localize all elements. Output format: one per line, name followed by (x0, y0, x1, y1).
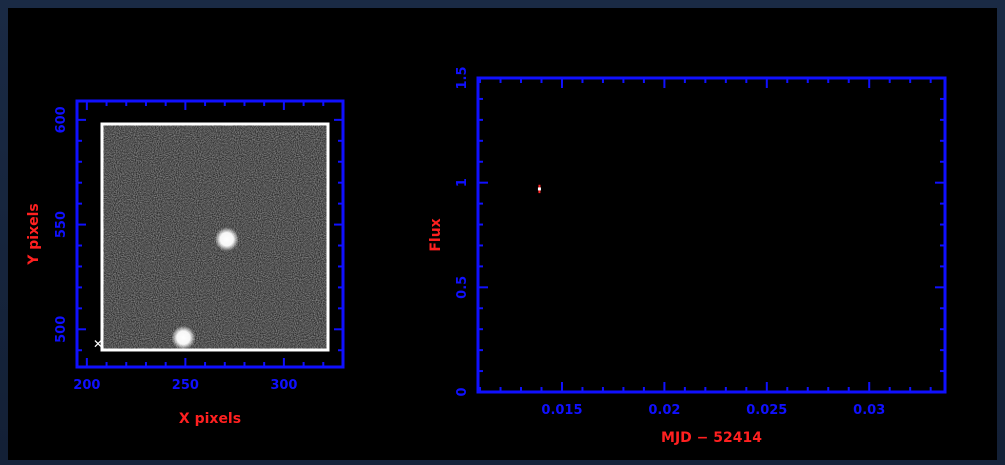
x-tick-label: 0.03 (853, 403, 885, 418)
y-tick-label: 550 (54, 211, 69, 238)
light-curve-y-label: Flux (428, 218, 444, 251)
plot-window: 200 250 300 500 550 600 X pixels Y pixels ✕ 0… (8, 8, 997, 460)
image-plot-y-label: Y pixels (26, 203, 42, 266)
light-curve-plot: 0.015 0.02 0.025 0.03 0 0.5 1 1.5 MJD − 52414 F… (428, 66, 947, 446)
data-point (537, 187, 541, 191)
image-stars (171, 227, 239, 350)
image-border (100, 122, 330, 352)
light-curve-points (537, 184, 541, 194)
light-curve-tick-labels: 0.015 0.02 0.025 0.03 0 0.5 1 1.5 (455, 66, 885, 418)
x-tick-label: 200 (73, 378, 100, 393)
image-plot-tick-labels: 200 250 300 500 550 600 (54, 106, 297, 393)
x-tick-label: 250 (172, 378, 199, 393)
y-tick-label: 500 (54, 316, 69, 343)
x-tick-label: 0.015 (541, 403, 582, 418)
light-curve-x-label: MJD − 52414 (661, 430, 762, 446)
star-1 (214, 227, 239, 252)
y-tick-label: 1.5 (455, 66, 470, 89)
y-tick-label: 0 (455, 387, 470, 396)
light-curve-ticks (478, 77, 945, 393)
x-tick-label: 0.02 (648, 403, 680, 418)
y-tick-label: 1 (455, 178, 470, 187)
plots-canvas: 200 250 300 500 550 600 X pixels Y pixels ✕ 0… (26, 66, 947, 446)
image-plot-ticks (77, 101, 344, 367)
star-2 (171, 325, 196, 350)
image-plot-x-label: X pixels (179, 411, 241, 427)
image-plot: 200 250 300 500 550 600 X pixels Y pixels ✕ (26, 99, 345, 427)
y-tick-label: 600 (54, 106, 69, 133)
image-origin-marker: ✕ (93, 337, 103, 351)
x-tick-label: 0.025 (746, 403, 787, 418)
light-curve-axes-frame (476, 76, 947, 394)
x-tick-label: 300 (270, 378, 297, 393)
y-tick-label: 0.5 (455, 276, 470, 299)
image-plot-axes-frame (75, 99, 345, 369)
